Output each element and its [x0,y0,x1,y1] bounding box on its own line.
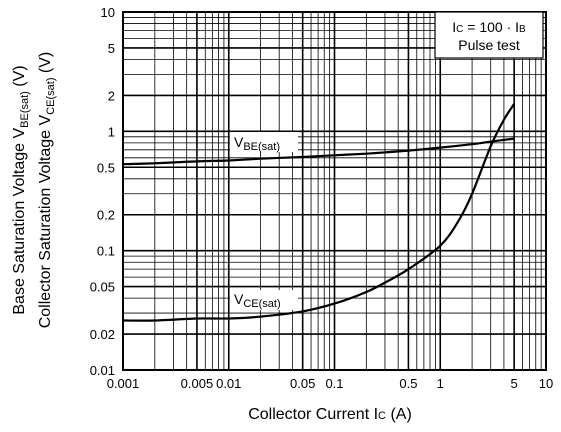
y-tick-label: 2 [108,88,115,103]
x-tick-label: 5 [511,376,518,391]
test-condition-box: IC = 100 · IB Pulse test [434,11,544,59]
vce-sat-label: VCE(sat) [230,290,298,310]
plot-frame [122,11,547,371]
svg-text:VCE(sat): VCE(sat) [234,291,281,310]
y-tick-label: 0.5 [97,160,115,175]
condition-line-2: Pulse test [458,37,520,53]
y-tick-label: 10 [101,5,115,20]
x-tick-label: 0.5 [399,376,417,391]
y-tick-label: 0.02 [90,327,115,342]
x-tick-label: 0.05 [290,376,315,391]
y-axis-title-collector: Collector Saturation Voltage VCE(sat) (V… [37,52,57,329]
vbe-sat-label: VBE(sat) [230,132,298,153]
x-tick-label: 0.005 [181,376,214,391]
y-tick-label: 5 [108,41,115,56]
svg-text:VBE(sat): VBE(sat) [234,134,280,153]
vbe-sat-curve [122,137,515,166]
y-tick-label: 0.2 [97,208,115,223]
y-tick-label: 0.1 [97,244,115,259]
y-axis-title-base: Base Saturation Voltage VBE(sat) (V) [11,65,31,314]
axes [122,11,547,371]
y-tick-label: 1 [108,124,115,139]
x-tick-label: 0.1 [325,376,343,391]
grid [122,11,547,371]
x-tick-label: 10 [539,376,553,391]
labels: 0.001 0.005 0.01 0.05 0.1 0.5 1 5 100.010.020.05… [90,5,554,391]
x-tick-label: 0.01 [216,376,241,391]
condition-line-1: IC = 100 · IB [452,19,526,35]
x-axis-title: Collector Current IC (A) [248,406,412,423]
x-tick-label: 1 [437,376,444,391]
x-tick-label: 0.001 [107,376,140,391]
y-tick-label: 0.05 [90,280,115,295]
y-tick-label: 0.01 [90,363,115,378]
vce-sat-curve [122,103,516,322]
series-lines [122,103,516,322]
